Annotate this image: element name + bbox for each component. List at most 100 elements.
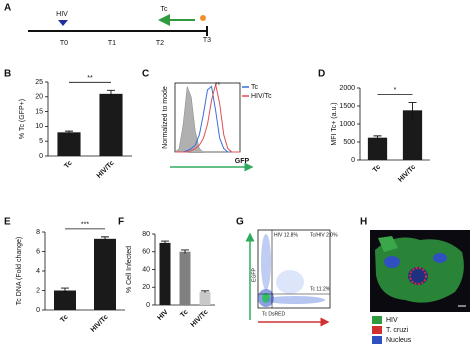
x-axis-label: Tc DsRED: [262, 311, 285, 317]
panel-label: G: [236, 217, 244, 228]
y-tick-label: 0: [39, 153, 43, 160]
flow-plot: HIV 12.8% Tc/HIV 2.0% Tc 11.2% Tc DsRED …: [245, 229, 338, 327]
hiv-marker: [58, 20, 68, 26]
y-tick-label: 60: [142, 249, 150, 256]
significance-label: ***: [81, 222, 89, 229]
x-tick-label: HIV/Tc: [96, 160, 116, 180]
significance-label: **: [215, 82, 221, 89]
y-tick-label: 2000: [339, 85, 355, 92]
histogram-line: [175, 85, 240, 153]
y-axis-label: MFI Tc+ (a.u.): [331, 102, 338, 145]
y-tick-label: 80: [142, 231, 150, 238]
legend-label: Tc: [251, 84, 259, 91]
dot-cloud: [265, 296, 325, 304]
quadrant-label: Tc 11.2%: [310, 286, 331, 292]
y-tick-label: 1000: [339, 121, 355, 128]
timepoint-label: T3: [203, 37, 211, 44]
timepoint-label: T1: [108, 40, 116, 47]
bar: [99, 93, 123, 156]
dot-cloud: [262, 293, 270, 303]
y-tick-label: 6: [36, 248, 40, 255]
timepoint-label: T0: [60, 40, 68, 47]
error-bar: [201, 290, 209, 293]
x-tick-label: Tc: [63, 160, 73, 170]
bar: [54, 290, 76, 310]
legend-label: HIV: [386, 317, 398, 324]
y-axis-label: EGFP: [251, 268, 257, 282]
y-tick-label: 8: [36, 229, 40, 236]
y-tick-label: 15: [35, 108, 43, 115]
y-axis-label: % Tc (GFP+): [19, 99, 26, 139]
bar: [57, 132, 81, 156]
bar: [199, 291, 211, 305]
x-tick-label: HIV/Tc: [190, 309, 210, 329]
bar: [159, 242, 171, 305]
panel-label: D: [318, 69, 325, 80]
x-axis-label: GFP: [235, 158, 250, 165]
panel-label: A: [4, 3, 11, 14]
legend-label: Nucleus: [386, 337, 412, 344]
quadrant-label: HIV 12.8%: [274, 232, 298, 238]
endpoint-dot: [200, 15, 206, 21]
error-bar: [65, 130, 73, 134]
y-tick-label: 2: [36, 287, 40, 294]
bar: [402, 110, 423, 160]
y-tick-label: 40: [142, 266, 150, 273]
histogram-line: [175, 84, 240, 153]
x-tick-label: Tc: [372, 164, 382, 174]
legend-swatch: [372, 316, 382, 324]
timepoint-label: T2: [156, 40, 164, 47]
quadrant-label: Tc/HIV 2.0%: [310, 232, 338, 238]
nucleus: [433, 253, 447, 263]
y-tick-label: 0: [146, 302, 150, 309]
nucleus: [384, 256, 400, 268]
control-histogram: [174, 86, 240, 153]
nucleus: [408, 267, 428, 285]
timeline: HIV Tc T0 T1 T2 T3: [28, 6, 211, 47]
x-tick-label: HIV: [157, 309, 170, 322]
panel-label: F: [118, 217, 124, 228]
micrograph: [370, 230, 470, 312]
error-bar: [408, 101, 417, 119]
dot-cloud: [276, 270, 304, 294]
y-tick-label: 10: [35, 123, 43, 130]
x-tick-label: HIV/Tc: [397, 164, 417, 184]
error-bar: [181, 249, 189, 254]
legend-label: T. cruzi: [386, 327, 409, 334]
x-tick-label: Tc: [179, 309, 189, 319]
y-axis-label: % Cell Infected: [126, 246, 133, 293]
y-tick-label: 1500: [339, 103, 355, 110]
y-tick-label: 20: [142, 284, 150, 291]
y-tick-label: 20: [35, 94, 43, 101]
legend-swatch: [372, 336, 382, 344]
y-tick-label: 4: [36, 268, 40, 275]
significance-label: *: [394, 87, 397, 94]
parasites: [409, 267, 427, 285]
y-axis-label: Normalized to mode: [162, 86, 169, 149]
x-tick-label: Tc: [59, 314, 69, 324]
infection-label: Tc: [161, 6, 169, 13]
significance-label: **: [87, 75, 93, 82]
error-bar: [61, 287, 69, 293]
legend-swatch: [372, 326, 382, 334]
bar: [179, 251, 191, 305]
panel-label: C: [142, 69, 149, 80]
error-bar: [161, 240, 169, 245]
y-tick-label: 25: [35, 79, 43, 86]
error-bar: [373, 135, 382, 140]
y-tick-label: 5: [39, 138, 43, 145]
legend-label: HIV/Tc: [251, 93, 272, 100]
y-tick-label: 500: [343, 139, 355, 146]
bar: [94, 238, 116, 310]
y-tick-label: 0: [351, 157, 355, 164]
panel-label: H: [360, 217, 367, 228]
y-tick-label: 0: [36, 307, 40, 314]
y-axis-label: Tc DNA (Fold change): [16, 237, 23, 305]
infection-label: HIV: [56, 11, 68, 18]
panel-label: E: [4, 217, 11, 228]
error-bar: [107, 89, 115, 98]
error-bar: [101, 236, 109, 241]
x-tick-label: HIV/Tc: [90, 314, 110, 334]
panel-label: B: [4, 69, 11, 80]
